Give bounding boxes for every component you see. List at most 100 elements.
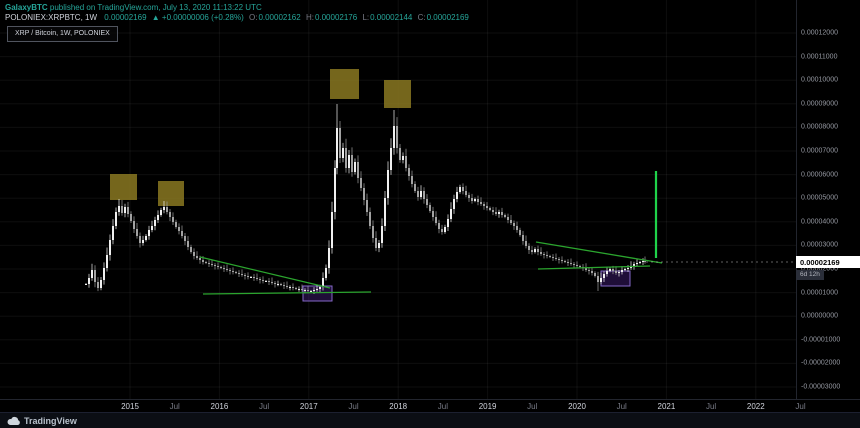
time-axis-label[interactable]: Jul: [169, 402, 180, 411]
candle: [546, 251, 548, 259]
time-axis[interactable]: 2015 Jul 2016 Jul 2017 Jul 2018 Jul 2019 Jul 2020 J…: [0, 399, 860, 413]
chart-legend[interactable]: XRP / Bitcoin, 1W, POLONIEX: [7, 26, 118, 42]
price-axis-label[interactable]: 0.00003000: [801, 241, 838, 249]
candle: [534, 247, 536, 254]
time-axis-label[interactable]: Jul: [437, 402, 449, 411]
candle: [606, 266, 608, 277]
price-axis-label[interactable]: 0.00008000: [801, 123, 838, 131]
tradingview-cloud-logo-icon[interactable]: [6, 416, 20, 426]
top-marker-box[interactable]: [330, 69, 359, 99]
candle: [238, 270, 240, 277]
candle: [331, 201, 333, 254]
candle: [262, 276, 264, 284]
candle: [91, 263, 93, 281]
time-axis-label[interactable]: Jul: [795, 402, 806, 411]
candle: [387, 161, 389, 205]
price-axis-label[interactable]: -0.00002000: [801, 359, 841, 367]
trendline[interactable]: [535, 241, 663, 264]
candle: [492, 206, 494, 216]
time-axis-label[interactable]: Jul: [527, 402, 538, 411]
time-axis-label[interactable]: 2017: [299, 402, 318, 411]
candle: [253, 274, 255, 281]
price-axis[interactable]: 0.00012000 0.00011000 0.00010000 0.00009000…: [796, 0, 860, 399]
top-marker-box[interactable]: [158, 181, 184, 206]
price-axis-label[interactable]: 0.00009000: [801, 100, 838, 108]
candle: [609, 267, 611, 273]
candle: [459, 184, 461, 194]
high-label: H:: [305, 13, 314, 22]
symbol-title[interactable]: POLONIEX:XRPBTC, 1W: [5, 13, 98, 22]
candle: [109, 234, 111, 261]
candle: [399, 144, 401, 163]
time-axis-label[interactable]: 2018: [389, 402, 408, 411]
top-marker-box[interactable]: [384, 80, 411, 108]
time-axis-label[interactable]: 2016: [210, 402, 229, 411]
candle: [540, 247, 542, 256]
candle: [94, 265, 96, 288]
chart-legend-text: XRP / Bitcoin, 1W, POLONIEX: [15, 30, 110, 37]
price-change: ▲ +0.00000006 (+0.28%): [151, 13, 244, 22]
candle: [232, 267, 234, 275]
candle: [139, 232, 141, 248]
candle: [196, 251, 198, 260]
candle: [148, 225, 150, 240]
candle: [301, 284, 303, 292]
candle: [187, 236, 189, 251]
close-value: 0.00002169: [426, 13, 469, 22]
candle: [247, 272, 249, 280]
trendline[interactable]: [537, 265, 651, 270]
candle: [184, 232, 186, 246]
footer-bar: TradingView: [0, 412, 860, 428]
candle: [163, 201, 165, 214]
accumulation-box[interactable]: [302, 285, 333, 302]
chart-canvas[interactable]: [0, 0, 796, 399]
price-axis-label[interactable]: 0.00002000: [801, 265, 838, 273]
candle: [558, 256, 560, 264]
candle: [462, 183, 464, 195]
time-axis-label[interactable]: Jul: [705, 402, 717, 411]
price-axis-label[interactable]: 0.00012000: [801, 29, 838, 37]
time-axis-label[interactable]: Jul: [616, 402, 627, 411]
candle: [417, 186, 419, 201]
candle: [636, 259, 638, 267]
trendline[interactable]: [199, 256, 331, 289]
time-axis-label[interactable]: Jul: [348, 402, 359, 411]
candle: [271, 277, 273, 285]
accumulation-box[interactable]: [600, 270, 631, 287]
time-axis-label[interactable]: Jul: [258, 402, 270, 411]
price-axis-label[interactable]: 0.00011000: [801, 53, 838, 61]
price-axis-label[interactable]: 0.00006000: [801, 171, 838, 179]
time-axis-label[interactable]: 2019: [478, 402, 497, 411]
candle: [576, 261, 578, 269]
time-axis-label[interactable]: 2015: [121, 402, 139, 411]
candle: [600, 272, 602, 285]
candle: [154, 216, 156, 231]
price-axis-label[interactable]: 0.00010000: [801, 76, 838, 84]
publisher-username[interactable]: GalaxyBTC: [5, 3, 48, 12]
candle: [402, 152, 404, 164]
candle: [537, 245, 539, 256]
price-axis-label[interactable]: 0.00005000: [801, 194, 838, 202]
time-axis-label[interactable]: 2021: [657, 402, 676, 411]
price-axis-label[interactable]: 0.00000000: [801, 312, 838, 320]
candle: [220, 265, 222, 270]
time-axis-label[interactable]: 2020: [568, 402, 586, 411]
time-axis-label[interactable]: 2022: [746, 402, 765, 411]
candle: [235, 270, 237, 275]
price-axis-label[interactable]: -0.00003000: [801, 383, 841, 391]
candle: [531, 246, 533, 255]
price-axis-label[interactable]: -0.00001000: [801, 336, 841, 344]
current-price-badge[interactable]: 0.00002169: [796, 256, 860, 268]
candle: [375, 231, 377, 252]
top-marker-box[interactable]: [110, 174, 137, 200]
candle: [325, 264, 327, 281]
trendline[interactable]: [202, 291, 372, 295]
tradingview-logo-text[interactable]: TradingView: [24, 415, 77, 426]
candle: [528, 243, 530, 254]
price-axis-label[interactable]: 0.00004000: [801, 218, 838, 226]
open-value: 0.00002162: [258, 13, 301, 22]
price-axis-label[interactable]: 0.00001000: [801, 289, 838, 297]
price-axis-label[interactable]: 0.00007000: [801, 147, 838, 155]
candle: [160, 207, 162, 217]
